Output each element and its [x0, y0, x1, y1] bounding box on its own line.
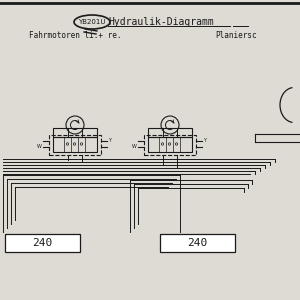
Text: Planiersc: Planiersc: [215, 32, 256, 40]
Bar: [53, 128, 97, 137]
Text: Fahrmotoren li.+ re.: Fahrmotoren li.+ re.: [29, 32, 121, 40]
Text: 240: 240: [32, 238, 52, 248]
Bar: [148, 137, 192, 152]
Text: 240: 240: [187, 238, 207, 248]
Bar: [53, 137, 97, 152]
Bar: [49, 135, 101, 155]
Bar: [144, 135, 196, 155]
Text: W: W: [132, 145, 137, 149]
Text: Hydraulik-Diagramm: Hydraulik-Diagramm: [108, 17, 214, 27]
Text: Y: Y: [108, 139, 111, 143]
Bar: [160, 234, 235, 252]
Text: W: W: [37, 145, 42, 149]
Bar: [5, 234, 80, 252]
Text: YB201U: YB201U: [78, 19, 106, 25]
Text: Y: Y: [203, 139, 206, 143]
Bar: [148, 128, 192, 137]
